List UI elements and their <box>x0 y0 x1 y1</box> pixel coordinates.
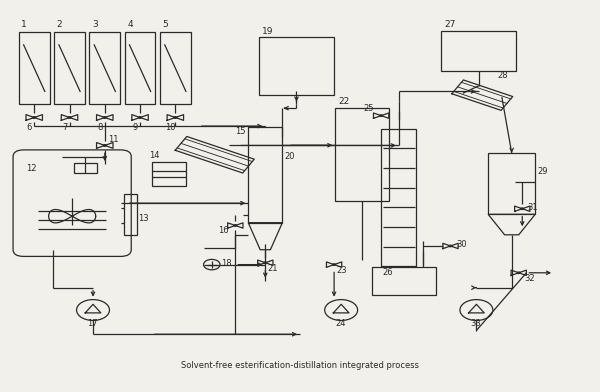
Text: 6: 6 <box>26 123 32 132</box>
Text: 3: 3 <box>92 20 98 29</box>
Text: 5: 5 <box>163 20 168 29</box>
Circle shape <box>380 115 382 116</box>
Text: 31: 31 <box>527 203 538 212</box>
Bar <box>372 267 436 295</box>
Bar <box>125 32 155 105</box>
Text: 29: 29 <box>538 167 548 176</box>
Bar <box>124 194 137 235</box>
Text: 30: 30 <box>457 240 467 249</box>
Text: 11: 11 <box>109 134 119 143</box>
Circle shape <box>234 225 236 226</box>
Text: 17: 17 <box>87 319 98 328</box>
Text: 18: 18 <box>221 260 232 269</box>
Text: 21: 21 <box>268 264 278 273</box>
Text: 28: 28 <box>497 71 508 80</box>
Text: 20: 20 <box>285 152 295 161</box>
Bar <box>259 38 334 95</box>
Circle shape <box>33 117 35 118</box>
Circle shape <box>174 117 176 118</box>
Text: 4: 4 <box>127 20 133 29</box>
Text: 1: 1 <box>21 20 27 29</box>
Bar <box>381 129 416 267</box>
Bar <box>54 32 85 105</box>
Text: 13: 13 <box>139 214 149 223</box>
Text: 9: 9 <box>133 123 137 132</box>
Text: 33: 33 <box>470 319 481 328</box>
Circle shape <box>104 145 106 146</box>
Text: 12: 12 <box>26 164 37 173</box>
Bar <box>335 108 389 201</box>
Bar <box>441 31 517 71</box>
Text: 7: 7 <box>62 123 67 132</box>
Bar <box>89 32 120 105</box>
Bar <box>160 32 191 105</box>
Text: 2: 2 <box>56 20 62 29</box>
Text: 10: 10 <box>165 123 175 132</box>
Text: 26: 26 <box>382 268 393 277</box>
Circle shape <box>521 208 523 209</box>
Bar <box>488 153 535 214</box>
Text: 15: 15 <box>235 127 246 136</box>
Circle shape <box>264 262 266 263</box>
Text: 22: 22 <box>338 97 349 106</box>
Text: 8: 8 <box>97 123 103 132</box>
Circle shape <box>104 117 106 118</box>
Bar <box>248 127 283 223</box>
Bar <box>74 163 97 173</box>
Circle shape <box>68 117 71 118</box>
Circle shape <box>449 245 452 247</box>
Text: 16: 16 <box>218 226 229 235</box>
Text: 25: 25 <box>364 103 374 113</box>
Bar <box>19 32 50 105</box>
Text: 32: 32 <box>524 274 535 283</box>
Text: 14: 14 <box>149 151 160 160</box>
Bar <box>152 162 186 187</box>
Circle shape <box>333 264 335 265</box>
Text: 27: 27 <box>444 20 455 29</box>
Text: Solvent-free esterification-distillation integrated process: Solvent-free esterification-distillation… <box>181 361 419 370</box>
Circle shape <box>139 117 141 118</box>
Circle shape <box>518 272 520 274</box>
Text: 23: 23 <box>337 266 347 275</box>
Text: 24: 24 <box>335 319 346 328</box>
Text: 19: 19 <box>262 27 273 36</box>
